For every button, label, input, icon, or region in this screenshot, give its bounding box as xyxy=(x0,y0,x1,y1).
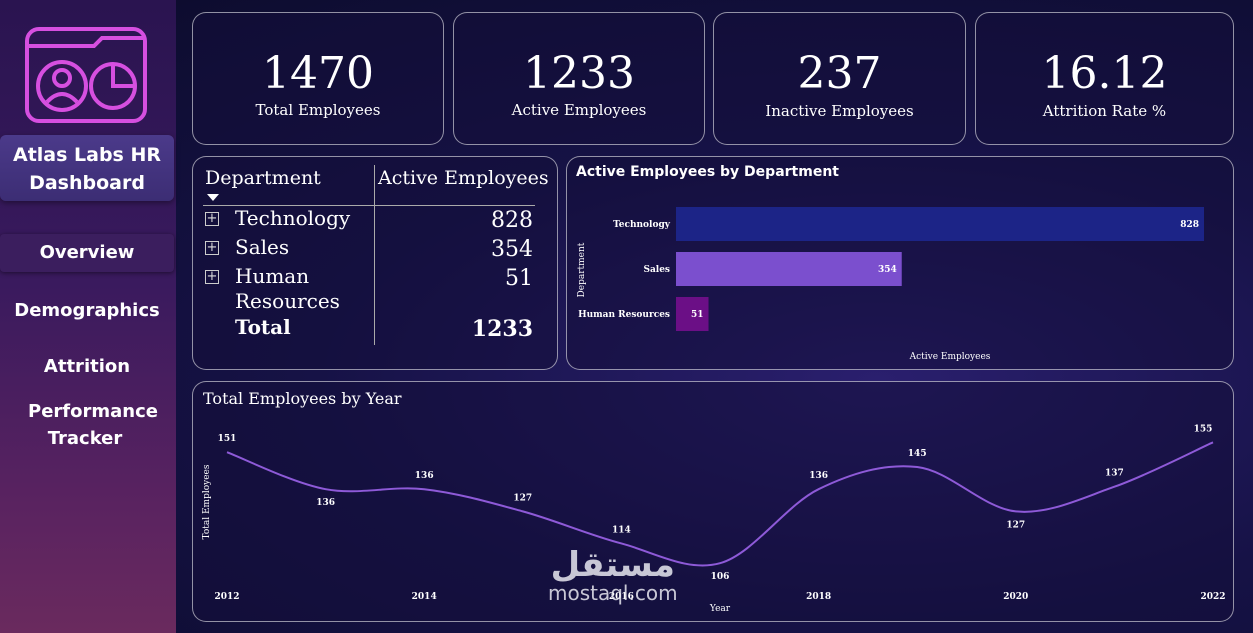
kpi-label: Inactive Employees xyxy=(765,102,914,120)
kpi-card-active-employees: 1233 Active Employees xyxy=(453,12,705,145)
bar-sales[interactable] xyxy=(676,252,902,286)
data-label: 114 xyxy=(612,525,631,535)
row-hr-value: 51 xyxy=(505,266,533,291)
data-label: 127 xyxy=(1006,520,1025,530)
kpi-label: Active Employees xyxy=(511,101,647,119)
nav-demographics[interactable]: Demographics xyxy=(14,300,160,321)
watermark-arabic: مستقل xyxy=(550,545,675,585)
nav-overview[interactable]: Overview xyxy=(0,234,174,272)
x-tick-label: 2018 xyxy=(806,592,831,602)
column-divider xyxy=(374,165,375,345)
kpi-label: Attrition Rate % xyxy=(1042,102,1167,120)
data-label: 136 xyxy=(316,498,335,508)
line-chart-ylabel: Total Employees xyxy=(202,464,212,539)
sidebar: Atlas Labs HR Dashboard Overview Demogra… xyxy=(0,0,176,633)
bar-human-resources[interactable] xyxy=(676,297,709,331)
line-chart-title: Total Employees by Year xyxy=(203,389,402,408)
x-tick-label: 2012 xyxy=(214,592,239,602)
data-label: 136 xyxy=(415,471,434,481)
data-label: 136 xyxy=(809,471,828,481)
data-label: 155 xyxy=(1194,424,1213,434)
row-sales-value: 354 xyxy=(491,237,533,262)
kpi-card-total-employees: 1470 Total Employees xyxy=(192,12,444,145)
column-header-department[interactable]: Department xyxy=(205,167,321,189)
bar-chart: Department Active Employees Technology 82… xyxy=(577,207,1204,362)
kpi-label: Total Employees xyxy=(255,101,381,119)
row-technology-value: 828 xyxy=(491,208,533,233)
x-tick-label: 2020 xyxy=(1003,592,1028,602)
row-hr-name: Human Resources xyxy=(235,264,340,313)
brand-title: Atlas Labs HR Dashboard xyxy=(0,135,174,201)
kpi-card-inactive-employees: 237 Inactive Employees xyxy=(713,12,966,145)
bar-chart-title: Active Employees by Department xyxy=(576,164,839,180)
column-header-active-employees[interactable]: Active Employees xyxy=(378,167,549,189)
department-table: Department Active Employees + Technology… xyxy=(192,156,558,370)
nav-attrition[interactable]: Attrition xyxy=(43,356,131,377)
series-line[interactable] xyxy=(226,441,1214,567)
row-sales-name: Sales xyxy=(235,235,290,259)
bar-value-label: 354 xyxy=(878,265,897,275)
data-label: 106 xyxy=(711,572,730,582)
bar-value-label: 51 xyxy=(691,310,704,320)
nav-performance-tracker[interactable]: Performance Tracker xyxy=(28,401,158,449)
line-chart-panel: Total Employees by Year Total Employees … xyxy=(192,381,1234,622)
expand-icon[interactable]: + xyxy=(205,269,219,284)
kpi-value: 1470 xyxy=(262,48,374,99)
bar-value-label: 828 xyxy=(1180,220,1199,230)
data-label: 127 xyxy=(513,493,532,503)
bar-category-label: Sales xyxy=(643,265,670,275)
data-label: 151 xyxy=(218,434,237,444)
bar-category-label: Technology xyxy=(613,220,671,230)
line-chart-xlabel: Year xyxy=(709,604,731,614)
bar-chart-ylabel: Department xyxy=(577,242,587,297)
bar-chart-xlabel: Active Employees xyxy=(909,352,991,362)
bar-category-label: Human Resources xyxy=(578,310,670,320)
expand-icon[interactable]: + xyxy=(205,211,219,226)
kpi-card-attrition-rate: 16.12 Attrition Rate % xyxy=(975,12,1234,145)
watermark: مستقل mostaql.com xyxy=(548,548,678,604)
x-tick-label: 2016 xyxy=(609,592,634,602)
kpi-value: 16.12 xyxy=(1041,48,1168,99)
header-divider xyxy=(203,205,535,206)
kpi-value: 1233 xyxy=(523,48,635,99)
watermark-latin: mostaql.com xyxy=(548,581,678,605)
total-label: Total xyxy=(235,315,291,339)
dashboard-logo-icon xyxy=(25,27,147,123)
row-technology-name: Technology xyxy=(235,206,351,230)
x-tick-label: 2022 xyxy=(1200,592,1225,602)
line-chart: Total Employees Year 151 136 136 127 114 106 1… xyxy=(202,424,1226,614)
kpi-value: 237 xyxy=(797,48,882,99)
expand-icon[interactable]: + xyxy=(205,240,219,255)
data-label: 137 xyxy=(1105,469,1124,479)
sort-desc-icon[interactable] xyxy=(207,194,219,201)
bar-technology[interactable] xyxy=(676,207,1204,241)
data-label: 145 xyxy=(908,449,927,459)
bar-chart-panel: Active Employees by Department Departmen… xyxy=(566,156,1234,370)
total-value: 1233 xyxy=(471,316,533,342)
x-tick-label: 2014 xyxy=(412,592,437,602)
